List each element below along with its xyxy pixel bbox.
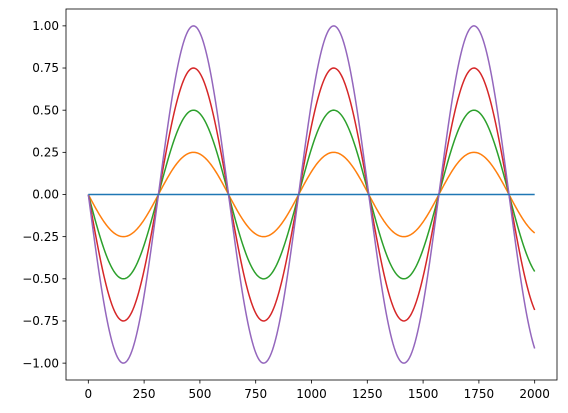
y-tick-label: −0.50 [22,272,59,286]
y-tick-label: −1.00 [22,356,59,370]
y-tick-labels: −1.00 −0.75 −0.50 −0.25 0.00 0.25 0.50 0.75 1.00 [22,19,59,370]
plot-frame [65,8,558,381]
y-tick-label: −0.75 [22,314,59,328]
x-tick-label: 1750 [464,387,495,401]
x-tick-label: 1250 [352,387,383,401]
x-tick-label: 1500 [408,387,439,401]
series-line-1 [87,151,536,238]
x-tick-label: 250 [133,387,156,401]
x-tick-label: 0 [84,387,92,401]
x-tick-label: 750 [244,387,267,401]
y-tick-label: 0.50 [32,103,59,117]
y-tick-label: 0.75 [32,61,59,75]
x-tick-label: 1000 [296,387,327,401]
series-line-4 [87,25,536,364]
series-line-3 [87,67,536,322]
y-tick-label: 0.25 [32,146,59,160]
x-tick-labels: 0 250 500 750 1000 1250 1500 1750 2000 [84,387,549,401]
x-tick-label: 2000 [519,387,550,401]
series-line-2 [87,109,536,280]
x-tick-label: 500 [188,387,211,401]
y-tick-label: −0.25 [22,230,59,244]
series-lines [87,25,536,364]
y-tick-label: 1.00 [32,19,59,33]
axis-ticks [62,25,536,384]
y-tick-label: 0.00 [32,188,59,202]
